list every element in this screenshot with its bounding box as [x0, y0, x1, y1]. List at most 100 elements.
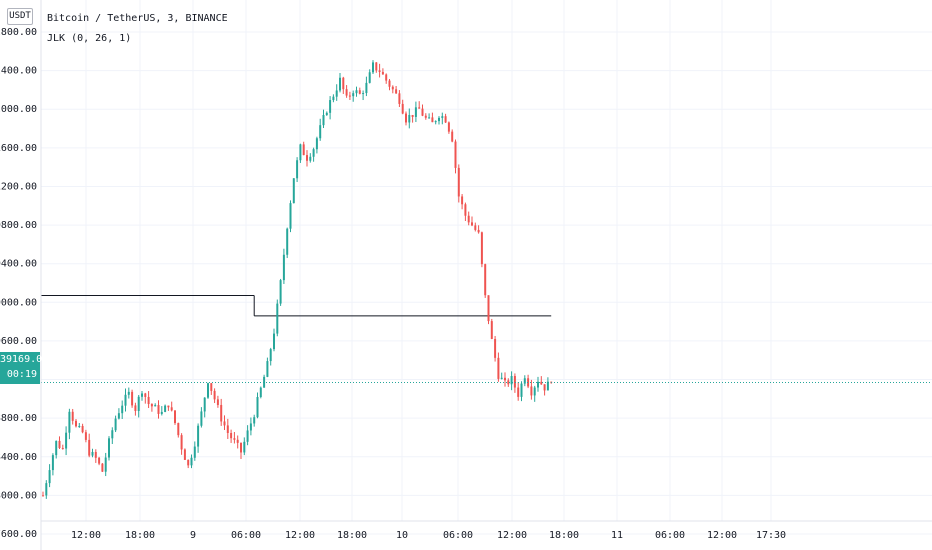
candle-body: [207, 383, 209, 398]
y-tick-label: 42000.00: [0, 104, 37, 115]
candle-body: [428, 117, 431, 119]
candle-body: [497, 357, 500, 379]
candle-body: [246, 430, 249, 442]
candle-body: [88, 439, 91, 456]
candle-body: [451, 131, 454, 142]
x-tick-label: 18:00: [337, 530, 367, 541]
candle-body: [58, 440, 61, 448]
candle-body: [127, 391, 130, 395]
candle-body: [266, 361, 269, 377]
candle-body: [78, 426, 81, 428]
symbol-title: Bitcoin / TetherUS, 3, BINANCE: [47, 13, 228, 24]
candle-body: [226, 425, 229, 433]
candle-body: [144, 393, 147, 397]
candle-body: [282, 254, 285, 281]
currency-unit-button[interactable]: USDT: [7, 8, 33, 25]
candle-body: [42, 495, 44, 497]
candle-body: [75, 420, 77, 427]
candle-body: [101, 463, 104, 472]
candle-body: [220, 404, 223, 422]
candle-body: [276, 303, 279, 334]
candle-body: [444, 116, 447, 123]
candle-body: [474, 225, 477, 230]
candle-body: [223, 421, 226, 426]
price-axis[interactable]: 42800.00 42400.00 42000.00 41600.00 41200.00…: [0, 27, 37, 540]
candle-body: [388, 80, 391, 87]
candle-body: [177, 423, 180, 436]
candle-body: [332, 96, 335, 101]
candle-body: [408, 114, 411, 123]
candle-body: [319, 125, 322, 139]
candle-body: [174, 410, 176, 424]
candle-body: [309, 156, 312, 161]
candle-body: [454, 141, 457, 168]
candle-body: [517, 387, 520, 397]
candle-body: [131, 391, 134, 406]
candle-body: [98, 457, 101, 464]
candle-body: [368, 72, 371, 83]
candle-body: [467, 215, 470, 223]
last-price-tag: 39169.06 00:19: [0, 352, 48, 384]
candle-body: [167, 405, 170, 408]
candle-body: [434, 121, 437, 123]
bar-countdown: 00:19: [6, 369, 37, 380]
candle-body: [391, 86, 394, 90]
candle-body: [352, 93, 355, 97]
candle-body: [464, 204, 467, 216]
candle-body: [256, 396, 259, 418]
candle-body: [345, 89, 348, 96]
candle-body: [312, 149, 315, 157]
y-tick-label: 41200.00: [0, 181, 37, 192]
x-tick-label: 9: [190, 530, 196, 541]
x-tick-label: 10: [396, 530, 408, 541]
candle-body: [299, 144, 302, 161]
candle-body: [243, 441, 246, 453]
time-axis[interactable]: 12:00 18:00 9 06:00 12:00 18:00 10 06:00 12:00 18…: [71, 530, 786, 541]
candle-body: [523, 378, 526, 384]
candle-body: [500, 377, 503, 379]
candle-body: [263, 376, 266, 388]
candle-body: [55, 440, 58, 456]
candle-body: [216, 399, 219, 405]
candle-body: [537, 381, 539, 388]
candle-body: [213, 390, 216, 400]
candle-body: [249, 423, 252, 431]
candle-body: [170, 407, 173, 411]
candle-body: [355, 90, 358, 94]
candle-body: [104, 457, 107, 472]
candle-body: [71, 411, 74, 421]
indicator-title: JLK (0, 26, 1): [47, 33, 131, 44]
candle-body: [200, 411, 203, 426]
candle-body: [121, 405, 124, 414]
candle-body: [292, 178, 295, 204]
level-lines: [41, 295, 552, 317]
x-tick-label: 06:00: [655, 530, 685, 541]
candle-body: [193, 446, 196, 458]
x-tick-label: 12:00: [707, 530, 737, 541]
y-tick-label: 40800.00: [0, 220, 37, 231]
candle-body: [61, 447, 64, 449]
candle-body: [84, 432, 87, 440]
y-tick-label: 38000.00: [0, 490, 37, 501]
candle-body: [507, 380, 510, 385]
candle-body: [358, 90, 361, 94]
candle-body: [233, 438, 236, 440]
candle-body: [477, 229, 480, 233]
candle-body: [520, 383, 523, 397]
candle-body: [348, 95, 351, 97]
candle-body: [395, 89, 398, 94]
candle-body: [94, 451, 97, 458]
candle-body: [190, 457, 193, 466]
y-tick-label: 41600.00: [0, 143, 37, 154]
y-tick-label: 42800.00: [0, 27, 37, 38]
candle-body: [253, 417, 256, 424]
candle-body: [134, 405, 137, 411]
candle-body: [398, 93, 401, 104]
candle-body: [362, 93, 365, 95]
x-tick-label: 06:00: [443, 530, 473, 541]
y-tick-label: 40400.00: [0, 259, 37, 270]
candle-body: [405, 113, 407, 123]
candle-body: [381, 71, 384, 75]
x-tick-label: 12:00: [285, 530, 315, 541]
